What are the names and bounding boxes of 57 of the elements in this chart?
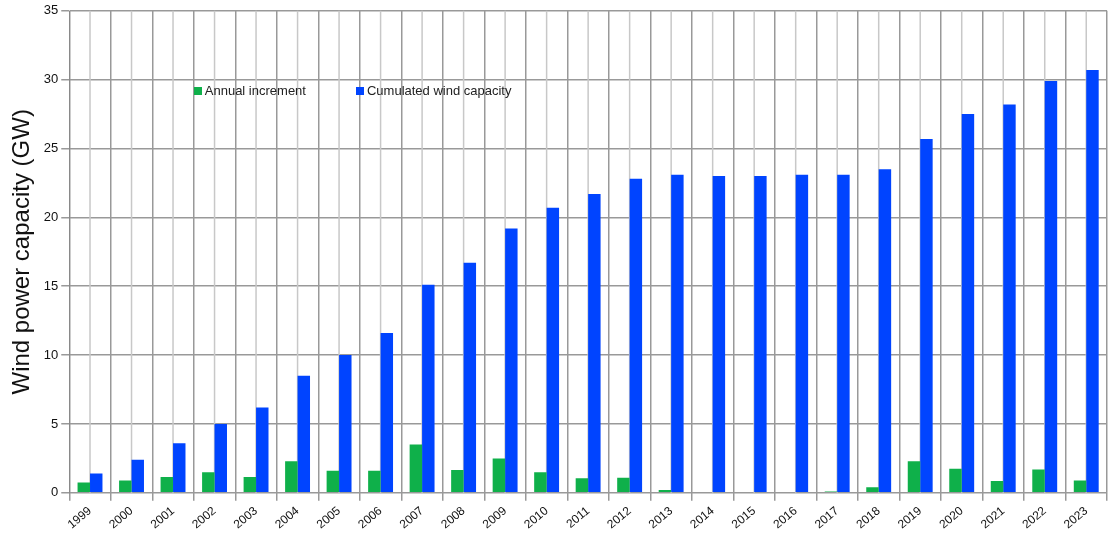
bar <box>505 228 518 493</box>
bar <box>160 476 174 493</box>
bar <box>588 193 601 493</box>
bar <box>131 459 144 493</box>
bar <box>907 461 921 493</box>
y-tick-label: 30 <box>43 71 59 87</box>
y-tick-label: 25 <box>43 140 59 156</box>
y-tick-label: 35 <box>43 2 59 18</box>
bar <box>285 461 298 493</box>
bar <box>534 472 547 493</box>
bar <box>1032 469 1045 493</box>
y-tick-label: 15 <box>43 277 59 293</box>
bar <box>658 490 672 493</box>
bar <box>256 407 269 493</box>
bar <box>990 481 1004 493</box>
y-tick-label: 5 <box>51 415 59 431</box>
bar <box>920 138 933 493</box>
bar <box>214 423 227 493</box>
bar <box>297 375 311 493</box>
bar <box>629 178 643 493</box>
bar <box>368 470 381 493</box>
bar <box>409 444 423 493</box>
bar <box>326 470 340 493</box>
bar <box>546 207 560 493</box>
bar <box>575 478 589 493</box>
bar <box>1086 70 1099 493</box>
bar <box>754 176 767 493</box>
legend-label: Annual increment <box>204 83 306 99</box>
bar <box>492 458 506 493</box>
bar <box>712 176 726 493</box>
bar <box>961 114 975 493</box>
bar <box>878 169 892 493</box>
bar <box>866 487 879 493</box>
bar <box>671 174 684 493</box>
legend-label: Cumulated wind capacity <box>366 83 512 99</box>
bar <box>451 470 464 493</box>
bar <box>949 468 962 493</box>
y-tick-label: 20 <box>43 208 59 224</box>
bar <box>422 284 435 493</box>
bar <box>202 472 215 493</box>
bar <box>1073 480 1087 493</box>
bar <box>837 174 850 493</box>
bar <box>173 443 186 493</box>
bar <box>1003 104 1016 493</box>
bar <box>463 262 477 493</box>
y-axis-title: Wind power capacity (GW) <box>7 109 35 395</box>
bar <box>243 476 257 493</box>
bar <box>119 480 132 493</box>
y-tick-label: 0 <box>51 484 59 500</box>
bar <box>77 482 91 493</box>
bar <box>1044 81 1058 493</box>
bar <box>380 333 394 493</box>
y-tick-label: 10 <box>43 346 59 362</box>
bar <box>90 473 103 493</box>
bar <box>795 174 809 493</box>
bar <box>617 477 630 493</box>
bar <box>339 355 352 493</box>
